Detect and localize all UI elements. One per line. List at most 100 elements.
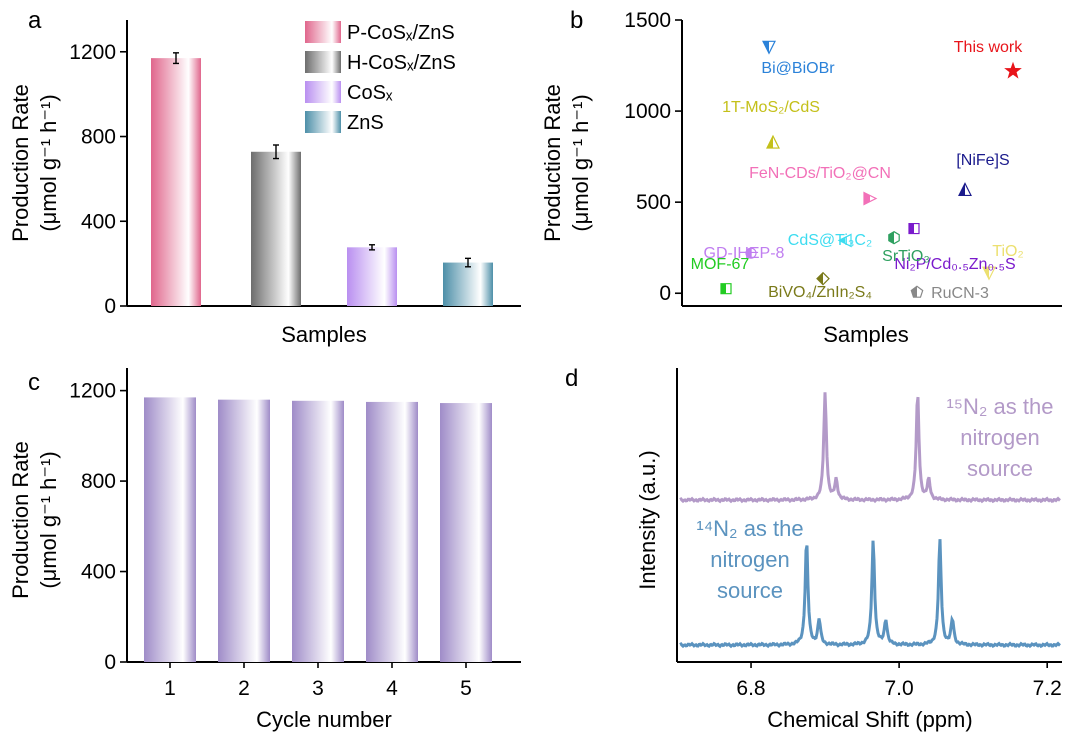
panel-a-legend-label: H-CoSₓ/ZnS [347, 52, 456, 74]
panel-d-x-ticks: 6.8 7.0 7.2 [736, 662, 1062, 700]
panel-b-y-tick-label: 500 [636, 191, 671, 214]
panel-d-x-tick-label: 7.0 [885, 677, 914, 700]
panel-b-point-marker [863, 191, 878, 206]
panel-b-point-label: [NiFe]S [956, 152, 1009, 169]
panel-a-y-tick-label: 1200 [69, 41, 116, 64]
panel-b-point-label: TiO₂ [992, 243, 1023, 260]
panel-c-bar [366, 401, 418, 662]
panel-b-point-marker [837, 233, 852, 248]
panel-b-x-label: Samples [823, 322, 909, 347]
panel-a-y-label-line1: Production Rate [8, 84, 33, 242]
panel-c-bar [144, 397, 196, 662]
panel-a-y-tick-label: 400 [81, 210, 116, 233]
panel-a-bars [151, 52, 493, 307]
panel-a-legend-swatch [305, 111, 341, 133]
panel-a-x-label: Samples [281, 322, 367, 347]
panel-b-point-marker [958, 182, 972, 197]
panel-a-error-bar [273, 144, 279, 160]
panel-a-bar [151, 58, 201, 307]
panel-d-spectrum-line [679, 539, 1061, 649]
panel-c-y-tick-label: 400 [81, 561, 116, 584]
panel-b-point-label: MOF-67 [691, 256, 750, 273]
panel-b-point-label: RuCN-3 [931, 285, 989, 302]
panel-c-bars [144, 397, 492, 662]
panel-b-point-label: BiVO₄/ZnIn₂S₄ [768, 284, 872, 301]
panel-d-letter: d [565, 365, 578, 392]
panel-b-point-marker [766, 134, 780, 149]
panel-a-legend-label: CoSₓ [347, 82, 393, 104]
panel-c-x-label: Cycle number [256, 707, 392, 732]
panel-c-x-tick-label: 2 [238, 677, 250, 700]
panel-d-series-label: nitrogen [710, 547, 790, 572]
panel-c-y-tick-label: 800 [81, 470, 116, 493]
panel-b-y-label-line2: (μmol g⁻¹ h⁻¹) [568, 94, 593, 231]
panel-c-bar [440, 403, 492, 662]
panel-b-point-marker [720, 283, 732, 295]
panel-a-legend-swatch [305, 51, 341, 73]
panel-a-legend-label: ZnS [347, 112, 384, 134]
panel-a-error-bar [465, 257, 471, 268]
panel-d-series-labels: ¹⁵N₂ as the nitrogen source ¹⁴N₂ as the nitr… [696, 394, 1053, 603]
panel-a-letter: a [28, 7, 42, 34]
panel-c-bar [218, 399, 270, 662]
panel-a-y-tick-label: 0 [104, 295, 116, 318]
panel-a-error-bar [173, 52, 179, 65]
panel-b-y-tick-label: 0 [659, 282, 671, 305]
panel-b-letter: b [570, 7, 583, 34]
panel-c-x-tick-label: 1 [164, 677, 176, 700]
panel-a-legend-swatch [305, 21, 341, 43]
panel-b-point-label: GD-IHEP-8 [704, 245, 785, 262]
panel-b: b 0 500 1000 1500 This work Bi@BiOBr 1T-MoS₂/… [540, 7, 1062, 347]
panel-a-legend: P-CoSₓ/ZnS H-CoSₓ/ZnS CoSₓ ZnS [305, 21, 456, 134]
panel-a: a 0 400 800 1200 P-CoSₓ/ZnS H-CoSₓ/ZnS CoSₓ Zn… [8, 7, 521, 347]
panel-d-x-tick-label: 6.8 [736, 677, 765, 700]
panel-b-point-label: Ni₂P/Cd₀.₅Zn₀.₅S [894, 256, 1015, 273]
panel-b-y-label-line1: Production Rate [540, 84, 565, 242]
panel-a-legend-swatch [305, 81, 341, 103]
panel-d-series-label: nitrogen [960, 425, 1040, 450]
panel-d-x-label: Chemical Shift (ppm) [767, 707, 972, 732]
panel-c-bar [292, 400, 344, 662]
panel-d: d 6.8 7.0 7.2 ¹⁵N₂ as the nitrogen source ¹⁴N… [565, 365, 1062, 732]
panel-d-spectrum-line [679, 392, 1061, 504]
panel-c-y-ticks: 0 400 800 1200 [69, 380, 127, 674]
panel-b-point-label: CdS@Ti₃C₂ [788, 232, 872, 249]
panel-b-point-marker [762, 40, 776, 55]
panel-b-point-marker [816, 271, 830, 286]
panel-c-y-label-line2: (μmol g⁻¹ h⁻¹) [36, 451, 61, 588]
panel-b-point-label: SrTiO₃ [882, 248, 930, 265]
panel-c-x-tick-label: 5 [460, 677, 472, 700]
panel-b-point-labels: This work Bi@BiOBr 1T-MoS₂/CdS FeN-CDs/TiO₂… [691, 39, 1024, 302]
panel-c-x-ticks: 1 2 3 4 5 [164, 662, 472, 700]
panel-b-y-ticks: 0 500 1000 1500 [624, 9, 682, 305]
panel-d-x-tick-label: 7.2 [1033, 677, 1062, 700]
panel-b-point-marker [888, 231, 900, 245]
panel-c-y-tick-label: 0 [104, 651, 116, 674]
panel-b-y-tick-label: 1500 [624, 9, 671, 32]
panel-a-bar [251, 151, 301, 306]
panel-a-bar [347, 247, 397, 306]
panel-d-series-label: ¹⁴N₂ as the [696, 516, 803, 541]
panel-b-point-marker [745, 247, 757, 259]
panel-b-y-tick-label: 1000 [624, 100, 671, 123]
panel-b-point-marker [1004, 61, 1022, 79]
panel-a-y-ticks: 0 400 800 1200 [69, 41, 127, 318]
panel-b-point-marker [910, 285, 924, 298]
panel-c: c 0 400 800 1200 1 2 3 4 5 Cycle number Product… [8, 368, 521, 732]
panel-b-point-marker [982, 266, 996, 281]
panel-b-point-label: 1T-MoS₂/CdS [722, 99, 820, 116]
panel-a-y-tick-label: 800 [81, 126, 116, 149]
panel-a-y-label-line2: (μmol g⁻¹ h⁻¹) [36, 94, 61, 231]
panel-d-y-label: Intensity (a.u.) [635, 450, 660, 589]
panel-a-legend-label: P-CoSₓ/ZnS [347, 22, 455, 44]
panel-a-bar [443, 262, 493, 306]
panel-b-point-label: This work [954, 39, 1023, 56]
panel-c-x-tick-label: 3 [312, 677, 324, 700]
panel-c-y-tick-label: 1200 [69, 380, 116, 403]
panel-d-series-label: ¹⁵N₂ as the [947, 394, 1054, 419]
panel-b-point-label: FeN-CDs/TiO₂@CN [749, 165, 891, 182]
panel-a-error-bar [369, 244, 375, 251]
panel-c-letter: c [28, 369, 40, 396]
panel-c-x-tick-label: 4 [386, 677, 398, 700]
